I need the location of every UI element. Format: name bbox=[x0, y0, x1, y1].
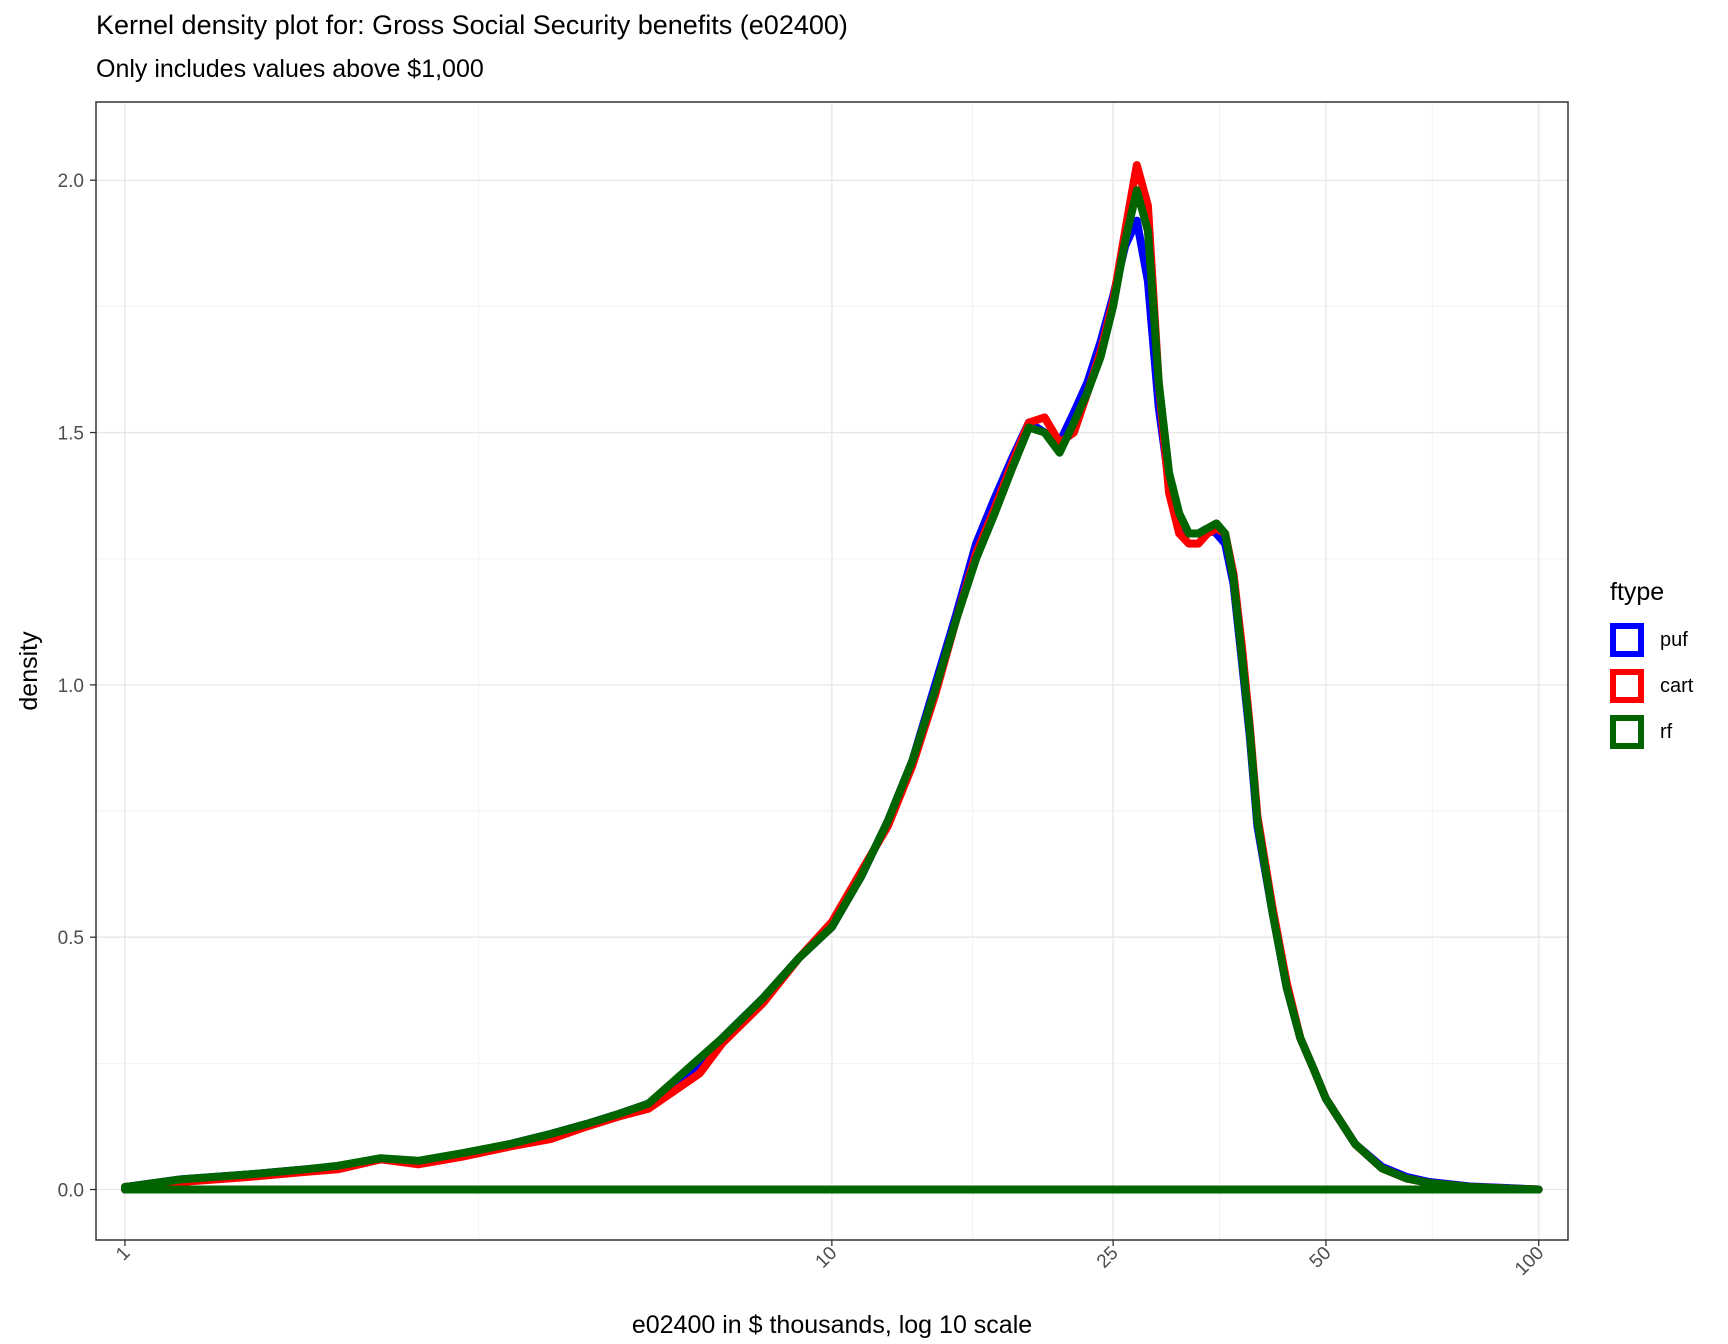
x-tick-label: 10 bbox=[812, 1243, 842, 1273]
x-tick-label: 25 bbox=[1093, 1243, 1123, 1273]
y-tick-label: 2.0 bbox=[58, 171, 84, 192]
x-axis-title: e02400 in $ thousands, log 10 scale bbox=[632, 1311, 1032, 1339]
legend-item-cart: cart bbox=[1610, 663, 1693, 709]
y-tick-label: 0.5 bbox=[58, 928, 84, 949]
y-axis-title: density bbox=[15, 631, 43, 711]
legend-label-rf: rf bbox=[1660, 720, 1673, 743]
legend-label-cart: cart bbox=[1660, 674, 1694, 697]
y-tick-label: 0.0 bbox=[58, 1181, 84, 1202]
legend-label-puf: puf bbox=[1660, 628, 1688, 651]
legend-title: ftype bbox=[1610, 578, 1665, 606]
x-tick-label: 50 bbox=[1306, 1243, 1336, 1273]
grid-lines bbox=[96, 102, 1568, 1240]
chart-title: Kernel density plot for: Gross Social Se… bbox=[96, 10, 848, 40]
series-lines bbox=[121, 161, 1543, 1194]
legend-item-puf: puf bbox=[1610, 617, 1693, 663]
x-tick-label: 100 bbox=[1511, 1243, 1548, 1280]
y-tick-label: 1.5 bbox=[58, 424, 84, 445]
legend-key-puf bbox=[1610, 623, 1644, 657]
legend-key-cart bbox=[1610, 669, 1644, 703]
series-line-rf bbox=[121, 186, 1543, 1194]
chart-subtitle: Only includes values above $1,000 bbox=[96, 55, 484, 83]
legend-item-rf: rf bbox=[1610, 709, 1693, 755]
y-tick-label: 1.0 bbox=[58, 676, 84, 697]
legend: ftype puf cart rf bbox=[1610, 578, 1693, 755]
x-tick-label: 1 bbox=[112, 1243, 134, 1265]
legend-key-rf bbox=[1610, 715, 1644, 749]
